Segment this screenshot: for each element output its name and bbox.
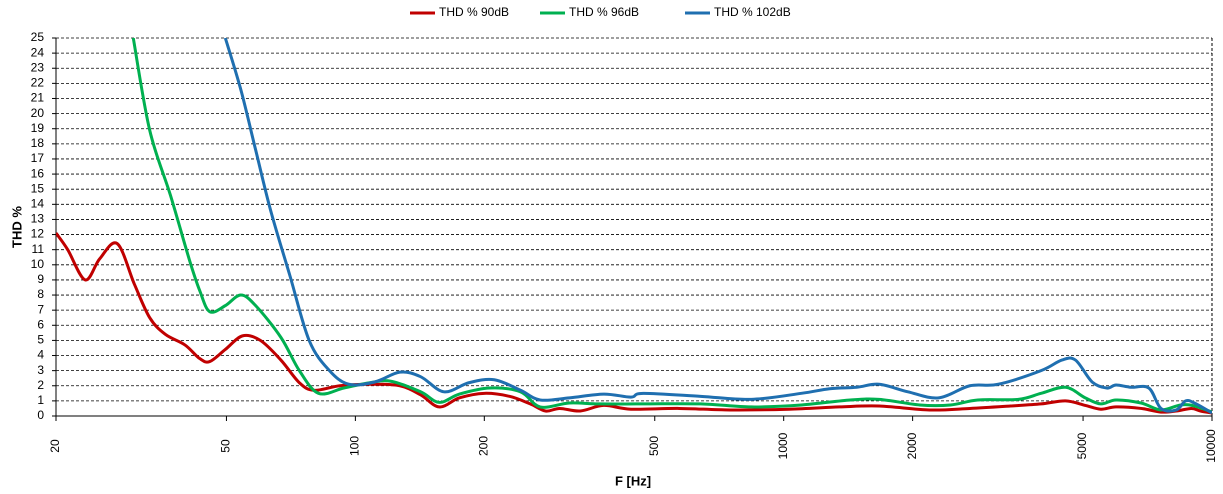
y-tick-label: 7 [37, 302, 44, 316]
y-tick-label: 3 [37, 363, 44, 377]
y-tick-label: 5 [37, 333, 44, 347]
y-tick-label: 16 [31, 166, 45, 180]
y-tick-label: 2 [37, 378, 44, 392]
y-tick-label: 13 [31, 212, 45, 226]
y-tick-label: 20 [31, 106, 45, 120]
x-tick-label: 20 [48, 439, 62, 453]
x-tick-label: 1000 [776, 432, 790, 459]
y-tick-label: 1 [37, 393, 44, 407]
data-line [56, 232, 1212, 415]
legend-label: THD % 96dB [569, 5, 639, 19]
y-tick-label: 18 [31, 136, 45, 150]
y-tick-label: 21 [31, 91, 45, 105]
y-tick-label: 0 [37, 408, 44, 422]
y-tick-label: 9 [37, 272, 44, 286]
y-tick-label: 4 [37, 348, 44, 362]
data-line [223, 38, 1212, 415]
x-tick-label: 200 [476, 436, 490, 456]
legend-label: THD % 102dB [714, 5, 791, 19]
y-tick-label: 11 [32, 242, 45, 256]
y-axis-title: THD % [9, 206, 24, 248]
x-tick-label: 500 [647, 436, 661, 456]
x-tick-label: 5000 [1075, 432, 1089, 459]
x-tick-label: 100 [348, 436, 362, 456]
y-tick-label: 8 [37, 287, 44, 301]
y-tick-label: 24 [31, 45, 45, 59]
y-tick-label: 19 [31, 121, 45, 135]
data-line [131, 38, 1212, 414]
y-tick-label: 23 [31, 60, 45, 74]
y-tick-label: 22 [31, 76, 45, 90]
x-axis-title: F [Hz] [615, 473, 651, 488]
x-tick-label: 2000 [905, 432, 919, 459]
y-tick-label: 14 [31, 196, 45, 210]
y-tick-label: 10 [31, 257, 45, 271]
legend-label: THD % 90dB [439, 5, 509, 19]
y-tick-label: 15 [31, 181, 45, 195]
y-tick-label: 6 [37, 317, 44, 331]
y-tick-label: 25 [31, 30, 45, 44]
x-tick-label: 50 [219, 439, 233, 453]
y-tick-label: 17 [31, 151, 45, 165]
x-tick-label: 10000 [1204, 429, 1218, 463]
y-tick-label: 12 [31, 227, 45, 241]
